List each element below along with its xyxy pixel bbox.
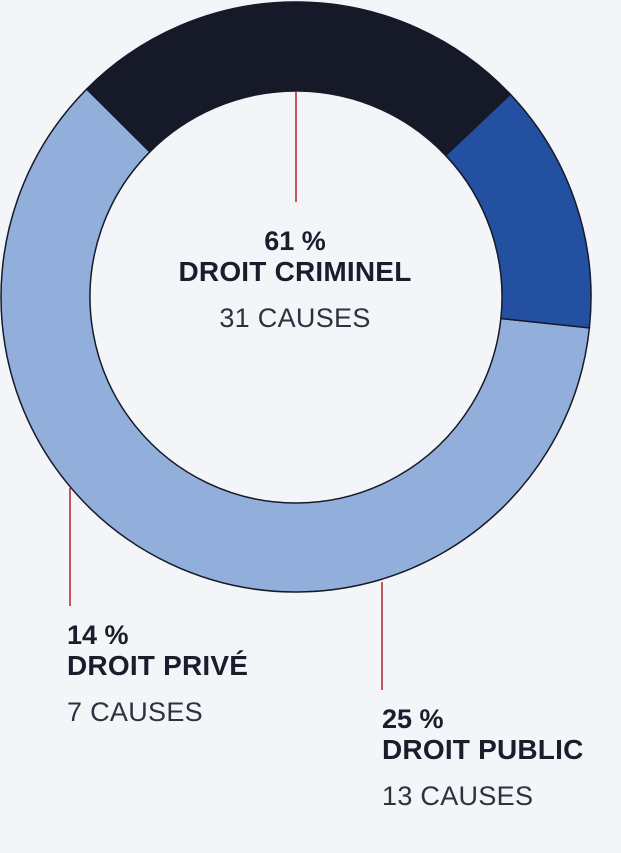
percent-label: 25 % bbox=[382, 704, 444, 734]
slice-public bbox=[85, 1, 512, 157]
percent-label: 14 % bbox=[67, 620, 129, 650]
slice-label-criminel: 61 % DROIT CRIMINEL 31 CAUSES bbox=[0, 226, 590, 334]
slice-prive bbox=[444, 93, 592, 329]
category-name: DROIT PRIVÉ bbox=[67, 650, 249, 681]
cases-count: 31 CAUSES bbox=[219, 303, 371, 333]
slice-label-public: 25 % DROIT PUBLIC 13 CAUSES bbox=[382, 704, 584, 812]
slice-criminel bbox=[0, 87, 591, 593]
slice-label-prive: 14 % DROIT PRIVÉ 7 CAUSES bbox=[67, 620, 248, 728]
percent-label: 61 % bbox=[264, 226, 326, 256]
cases-count: 7 CAUSES bbox=[67, 697, 203, 727]
cases-count: 13 CAUSES bbox=[382, 781, 534, 811]
category-name: DROIT CRIMINEL bbox=[178, 256, 412, 287]
category-name: DROIT PUBLIC bbox=[382, 734, 584, 765]
